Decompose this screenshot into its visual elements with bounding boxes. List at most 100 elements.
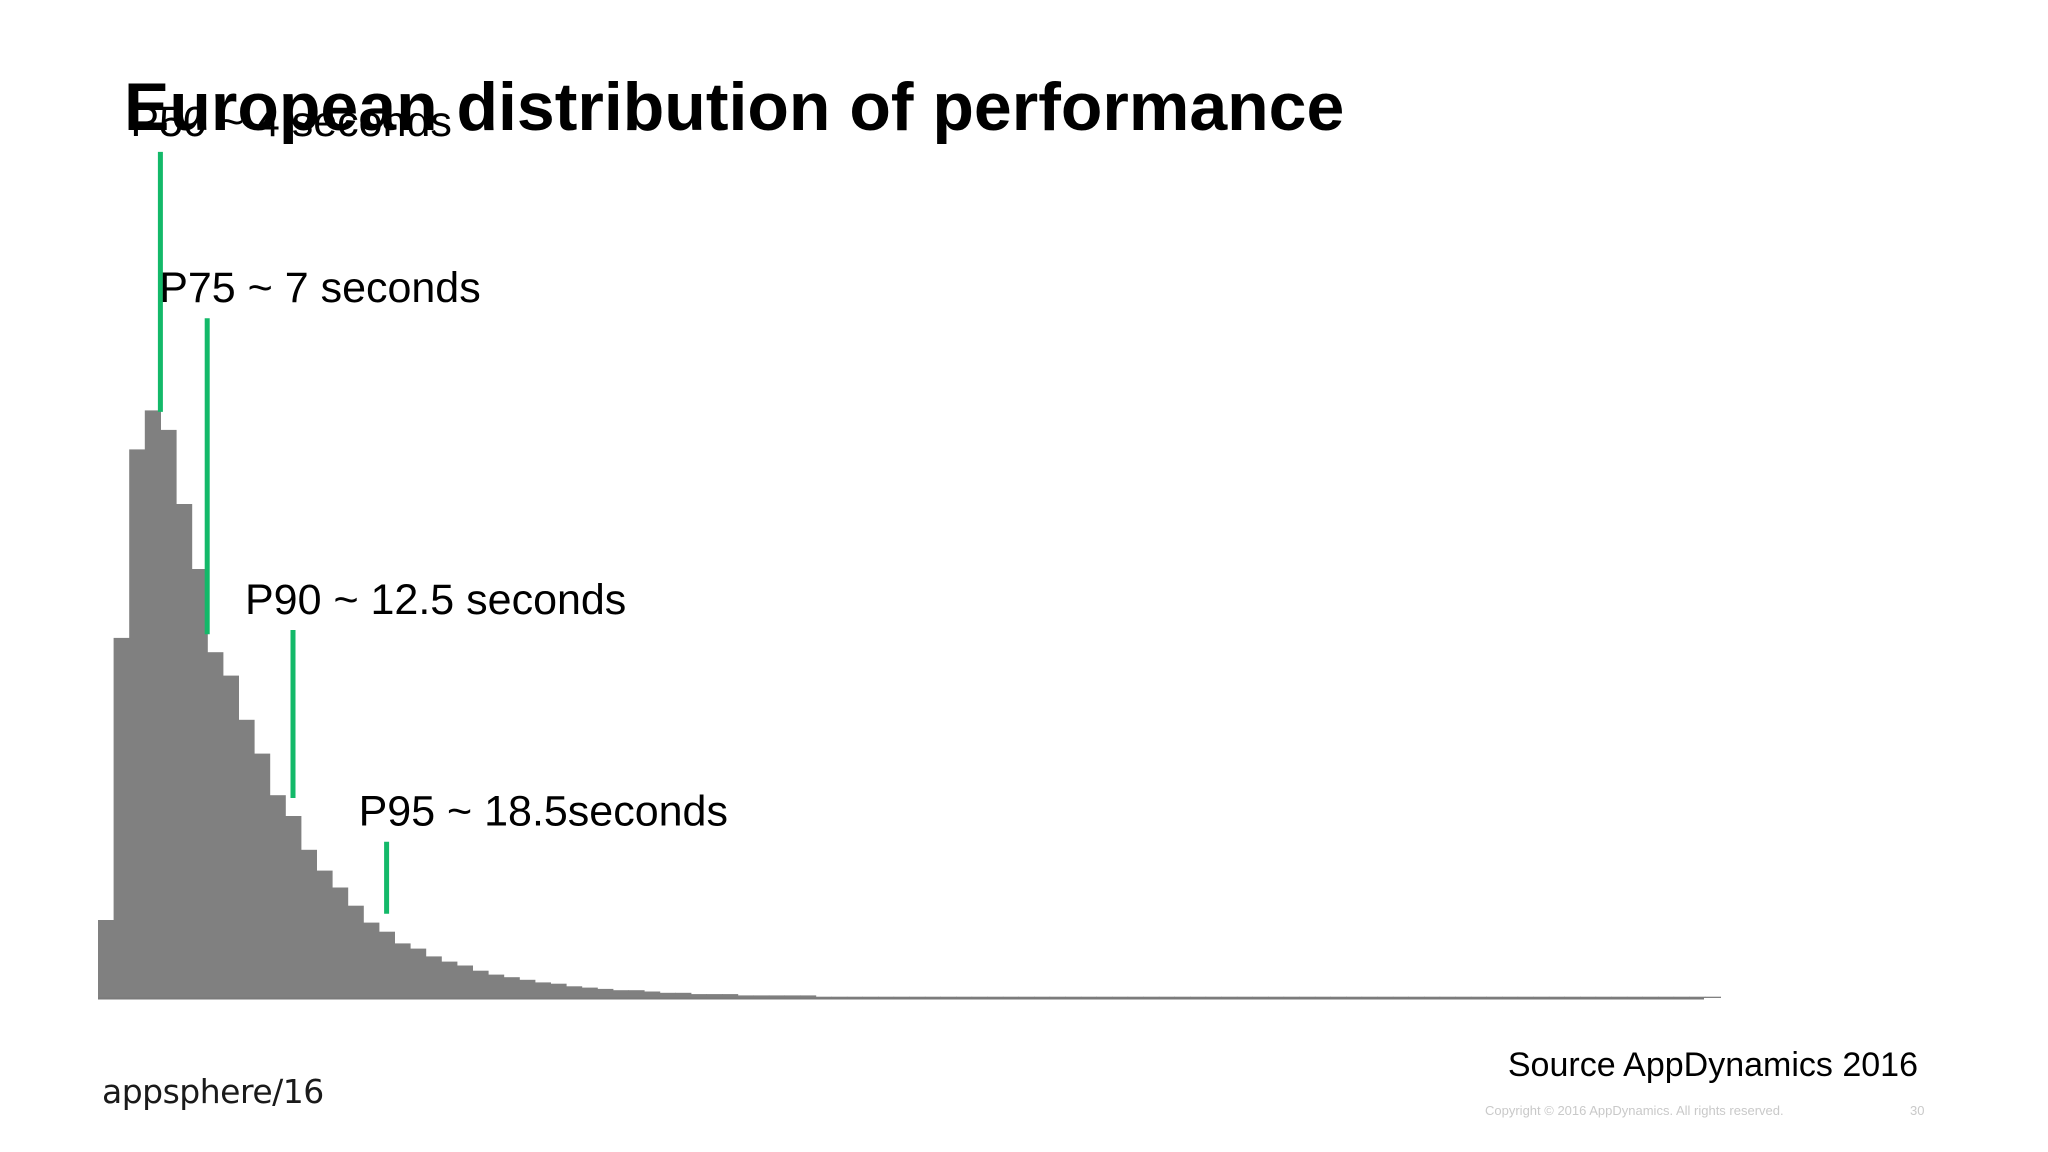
histogram-bar bbox=[1299, 996, 1316, 998]
histogram-bar bbox=[690, 994, 707, 998]
histogram-bar bbox=[628, 990, 645, 998]
histogram-bar bbox=[893, 996, 910, 998]
appsphere-logo: appsphere/16 bbox=[102, 1072, 324, 1111]
histogram-bar bbox=[1283, 996, 1300, 998]
histogram-bar bbox=[566, 986, 583, 998]
histogram-bar bbox=[1174, 996, 1191, 998]
histogram-bar bbox=[1252, 996, 1269, 998]
histogram-bar bbox=[1424, 996, 1441, 998]
histogram-bar bbox=[909, 996, 926, 998]
histogram-bar bbox=[534, 982, 551, 998]
histogram-bar bbox=[1190, 996, 1207, 998]
histogram-bar bbox=[846, 996, 863, 998]
histogram-bar bbox=[488, 974, 505, 998]
histogram-bar bbox=[706, 994, 723, 998]
source-note: Source AppDynamics 2016 bbox=[1507, 1046, 1918, 1084]
histogram-bar bbox=[800, 995, 817, 998]
histogram-bar bbox=[815, 996, 832, 998]
histogram-bar bbox=[1502, 996, 1519, 998]
histogram-bar bbox=[191, 569, 208, 998]
histogram-bar bbox=[1236, 996, 1253, 998]
histogram-bar bbox=[550, 983, 567, 998]
histogram-bar bbox=[410, 948, 427, 998]
histogram-bar bbox=[1689, 996, 1706, 998]
histogram-bar bbox=[722, 994, 739, 998]
histogram-bar bbox=[659, 992, 676, 998]
page-number: 30 bbox=[1910, 1103, 1925, 1118]
histogram-bar bbox=[768, 995, 785, 998]
histogram-bar bbox=[1314, 996, 1331, 998]
histogram-bar bbox=[1049, 996, 1066, 998]
histogram-bar bbox=[940, 996, 957, 998]
histogram-bar bbox=[1080, 996, 1097, 998]
histogram-bar bbox=[519, 979, 536, 998]
histogram-bar bbox=[644, 991, 661, 998]
histogram-bar bbox=[1533, 996, 1550, 998]
histogram-bar bbox=[597, 988, 614, 998]
histogram-bar bbox=[1268, 996, 1285, 998]
histogram-bar bbox=[1346, 996, 1363, 998]
histogram-bar bbox=[1517, 996, 1534, 998]
histogram-bar bbox=[1112, 996, 1129, 998]
histogram-bar bbox=[675, 992, 692, 998]
histogram-bar bbox=[1548, 996, 1565, 998]
histogram-bar bbox=[1439, 996, 1456, 998]
histogram-bar bbox=[1658, 996, 1675, 998]
histogram-bar bbox=[316, 870, 333, 998]
histogram-bar bbox=[1221, 996, 1238, 998]
histogram-bar bbox=[129, 449, 146, 998]
histogram-bar bbox=[472, 970, 489, 998]
histogram-bar bbox=[160, 429, 177, 998]
percentile-label: P50 ~ 4 seconds bbox=[130, 98, 452, 146]
histogram-bar bbox=[612, 990, 629, 998]
histogram-bar bbox=[581, 987, 598, 998]
histogram-bar bbox=[1065, 996, 1082, 998]
histogram-bar bbox=[238, 719, 255, 998]
histogram-bar bbox=[332, 887, 349, 998]
histogram-bar bbox=[1034, 996, 1051, 998]
histogram-bar bbox=[737, 995, 754, 998]
histogram-bar bbox=[956, 996, 973, 998]
histogram-bar bbox=[1595, 996, 1612, 998]
histogram-bar bbox=[1673, 996, 1690, 998]
histogram-bar bbox=[1564, 996, 1581, 998]
histogram-bar bbox=[269, 795, 286, 998]
histogram-bar bbox=[987, 996, 1004, 998]
histogram-bar bbox=[222, 675, 239, 998]
histogram-bar bbox=[1205, 996, 1222, 998]
histogram-bar bbox=[98, 920, 115, 998]
page-title: European distribution of performance bbox=[124, 69, 1345, 145]
histogram-bar bbox=[285, 816, 302, 998]
histogram-bar bbox=[1470, 996, 1487, 998]
histogram-bar bbox=[924, 996, 941, 998]
histogram-bar bbox=[1143, 996, 1160, 998]
histogram-bar bbox=[1486, 996, 1503, 998]
histogram-bar bbox=[1626, 996, 1643, 998]
histogram-bar bbox=[831, 996, 848, 998]
logo-text: appsphere/16 bbox=[102, 1072, 324, 1111]
histogram-bar bbox=[425, 956, 442, 998]
histogram-bar bbox=[394, 943, 411, 998]
histogram-bar bbox=[1580, 996, 1597, 998]
histogram-bar bbox=[1611, 996, 1628, 998]
histogram-bar bbox=[176, 504, 193, 998]
histogram-bar bbox=[784, 995, 801, 998]
histogram-bar bbox=[1392, 996, 1409, 998]
percentile-label: P95 ~ 18.5seconds bbox=[359, 788, 728, 836]
histogram-bar bbox=[456, 965, 473, 998]
percentile-label: P90 ~ 12.5 seconds bbox=[245, 576, 626, 624]
histogram-bar bbox=[1642, 996, 1659, 998]
histogram-bar bbox=[862, 996, 879, 998]
histogram-bar bbox=[441, 961, 458, 998]
histogram-bar bbox=[378, 931, 395, 998]
histogram-bar bbox=[1408, 996, 1425, 998]
histogram-bar bbox=[1361, 996, 1378, 998]
histogram-bar bbox=[1002, 996, 1019, 998]
histogram-bar bbox=[971, 996, 988, 998]
histogram-bars bbox=[98, 410, 1721, 998]
histogram-bar bbox=[1704, 996, 1721, 998]
histogram-bar bbox=[1330, 996, 1347, 998]
histogram-bar bbox=[1158, 996, 1175, 998]
histogram-bar bbox=[753, 995, 770, 998]
